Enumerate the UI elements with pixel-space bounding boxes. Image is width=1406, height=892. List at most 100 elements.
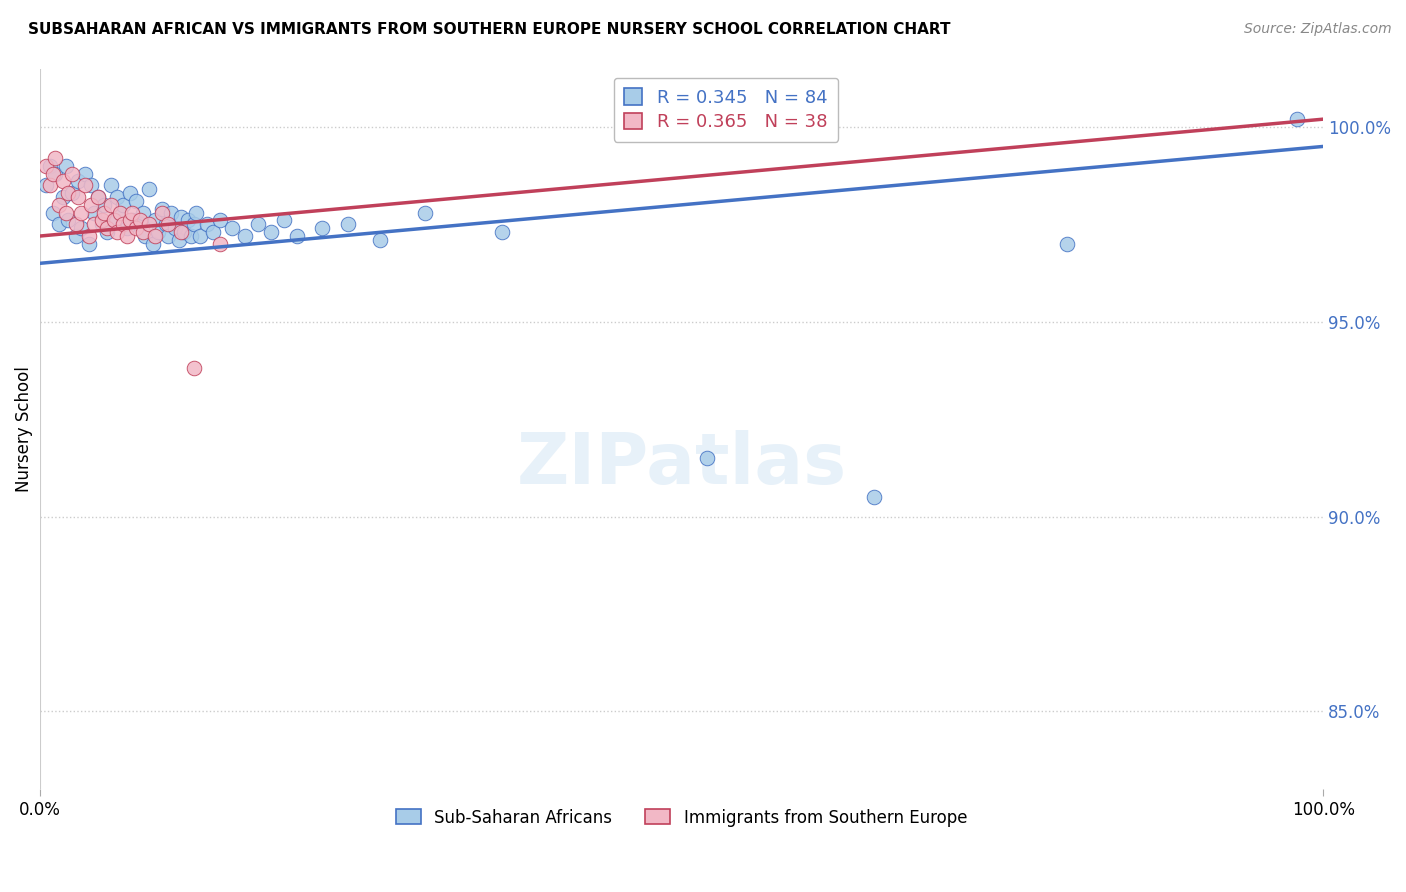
Point	[56, 213, 79, 227]
Point	[221, 221, 243, 235]
Point	[96, 221, 118, 235]
Point	[100, 198, 122, 212]
Point	[134, 229, 156, 244]
Point	[208, 213, 231, 227]
Point	[80, 198, 103, 212]
Point	[125, 221, 148, 235]
Text: SUBSAHARAN AFRICAN VS IMMIGRANTS FROM SOUTHERN EUROPE NURSERY SCHOOL CORRELATION: SUBSAHARAN AFRICAN VS IMMIGRANTS FROM SO…	[28, 22, 950, 37]
Point	[48, 218, 70, 232]
Point	[311, 221, 333, 235]
Point	[70, 205, 93, 219]
Point	[491, 225, 513, 239]
Point	[93, 205, 115, 219]
Point	[1286, 112, 1309, 127]
Point	[285, 229, 308, 244]
Point	[67, 190, 90, 204]
Point	[42, 167, 65, 181]
Point	[336, 218, 359, 232]
Point	[146, 225, 169, 239]
Point	[170, 210, 193, 224]
Point	[173, 225, 195, 239]
Point	[183, 361, 205, 376]
Point	[100, 178, 122, 193]
Point	[83, 205, 105, 219]
Point	[112, 198, 135, 212]
Point	[208, 236, 231, 251]
Point	[180, 229, 202, 244]
Point	[863, 490, 886, 504]
Point	[52, 190, 75, 204]
Point	[368, 233, 391, 247]
Point	[157, 229, 180, 244]
Point	[86, 190, 108, 204]
Point	[90, 218, 112, 232]
Point	[142, 236, 165, 251]
Point	[273, 213, 295, 227]
Point	[121, 205, 143, 219]
Point	[77, 236, 100, 251]
Point	[90, 213, 112, 227]
Point	[150, 202, 173, 216]
Point	[260, 225, 283, 239]
Point	[96, 225, 118, 239]
Point	[696, 451, 718, 466]
Point	[118, 186, 141, 201]
Point	[188, 229, 211, 244]
Point	[67, 174, 90, 188]
Y-axis label: Nursery School: Nursery School	[15, 366, 32, 491]
Point	[35, 178, 58, 193]
Point	[167, 233, 190, 247]
Point	[121, 213, 143, 227]
Point	[80, 178, 103, 193]
Point	[195, 218, 218, 232]
Point	[129, 213, 152, 227]
Point	[56, 186, 79, 201]
Point	[202, 225, 225, 239]
Point	[105, 190, 128, 204]
Point	[155, 218, 177, 232]
Point	[138, 182, 160, 196]
Point	[160, 205, 183, 219]
Point	[176, 213, 198, 227]
Point	[55, 205, 77, 219]
Point	[233, 229, 256, 244]
Point	[73, 167, 96, 181]
Point	[48, 198, 70, 212]
Point	[73, 178, 96, 193]
Point	[115, 221, 138, 235]
Point	[103, 213, 125, 227]
Point	[55, 159, 77, 173]
Text: ZIPatlas: ZIPatlas	[516, 431, 846, 500]
Point	[115, 229, 138, 244]
Point	[131, 225, 153, 239]
Text: Source: ZipAtlas.com: Source: ZipAtlas.com	[1244, 22, 1392, 37]
Point	[186, 205, 208, 219]
Point	[145, 229, 167, 244]
Point	[108, 205, 131, 219]
Point	[65, 218, 87, 232]
Point	[52, 174, 75, 188]
Point	[163, 221, 186, 235]
Point	[129, 218, 152, 232]
Point	[60, 186, 83, 201]
Point	[39, 159, 62, 173]
Point	[42, 205, 65, 219]
Point	[131, 205, 153, 219]
Point	[83, 218, 105, 232]
Point	[108, 205, 131, 219]
Point	[39, 178, 62, 193]
Point	[65, 229, 87, 244]
Legend: Sub-Saharan Africans, Immigrants from Southern Europe: Sub-Saharan Africans, Immigrants from So…	[388, 800, 976, 835]
Point	[44, 167, 66, 181]
Point	[60, 167, 83, 181]
Point	[1056, 236, 1078, 251]
Point	[170, 225, 193, 239]
Point	[150, 205, 173, 219]
Point	[70, 221, 93, 235]
Point	[93, 198, 115, 212]
Point	[247, 218, 270, 232]
Point	[183, 218, 205, 232]
Point	[138, 218, 160, 232]
Point	[44, 151, 66, 165]
Point	[77, 229, 100, 244]
